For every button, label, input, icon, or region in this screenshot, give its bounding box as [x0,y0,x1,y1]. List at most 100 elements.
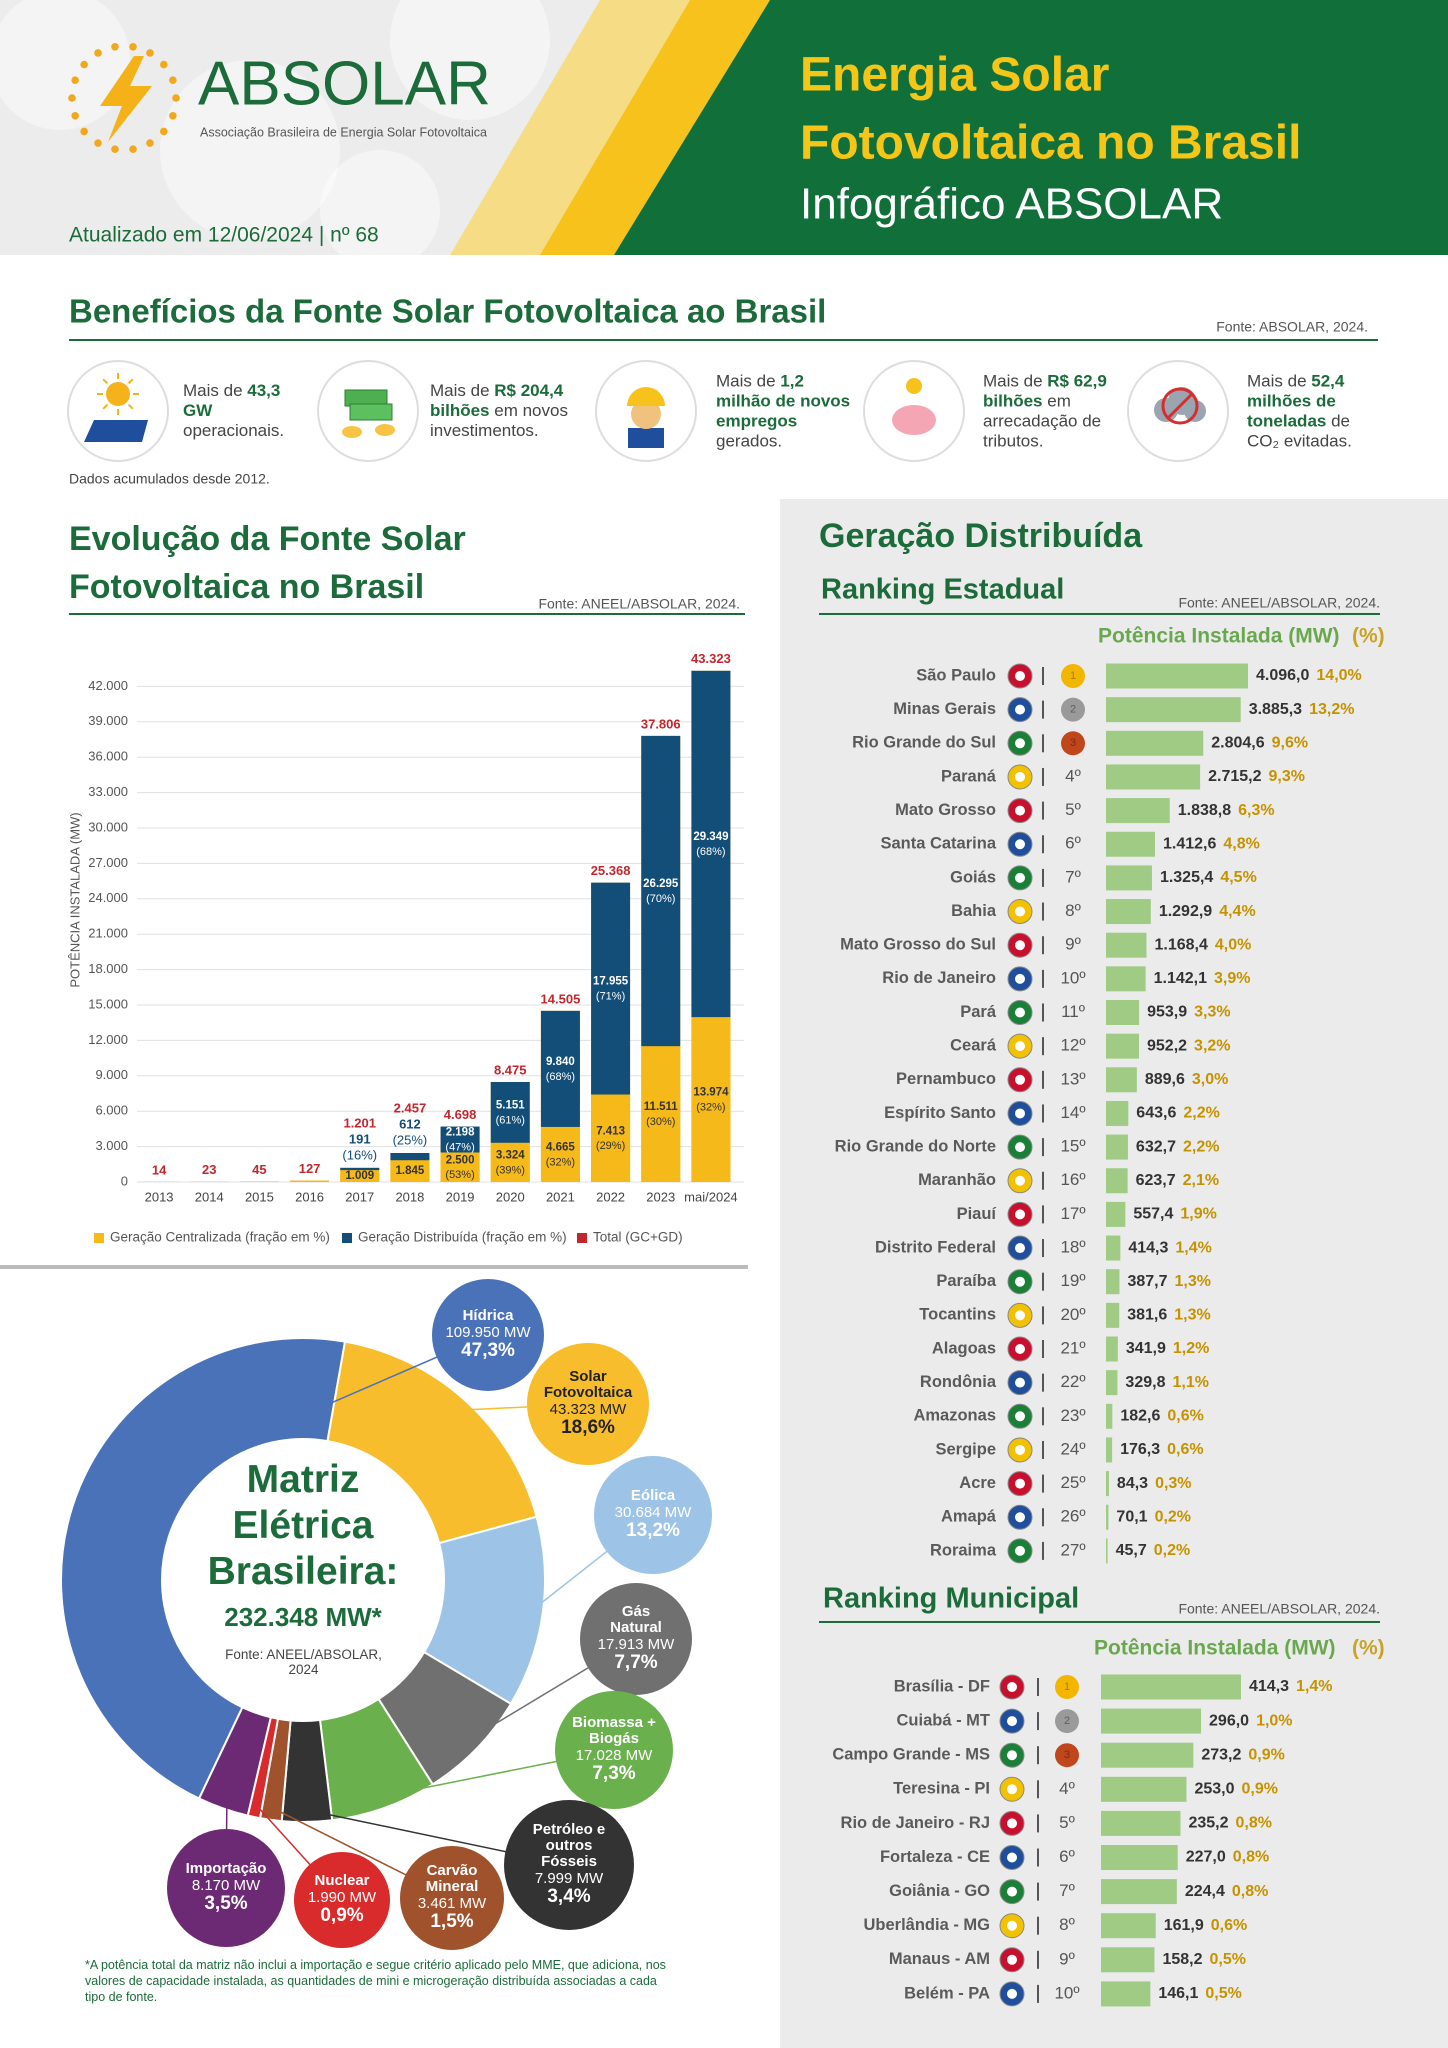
rank-label: 8º [1065,901,1081,920]
icon-ban [1161,387,1199,425]
icon-face [631,399,661,429]
y-axis-label: POTÊNCIA INSTALADA (MW) [67,812,82,987]
header-green [614,0,1448,255]
bar [1106,932,1147,958]
y-tick-label: 33.000 [88,784,128,799]
percent-label: 3,9% [1214,970,1250,987]
flag-icon [1015,1209,1025,1220]
benefit-lead: Mais de [1247,371,1307,391]
x-tick-label: 2013 [145,1189,174,1204]
flag-icon [1015,1478,1025,1489]
percent-label: 1,9% [1180,1206,1216,1223]
bar-share-label: (25%) [393,1132,428,1147]
y-tick-label: 30.000 [88,819,128,834]
bar [1106,1168,1128,1194]
value-label: 253,0 [1194,1781,1234,1798]
value-label: 381,6 [1127,1307,1167,1324]
row-name: Tocantins [919,1306,996,1324]
label-bubble: Petróleo e outros Fósseis 7.999 MW 3,4% [504,1800,634,1930]
percent-label: 14,0% [1316,667,1361,684]
icon-panel [84,420,148,442]
bar [1106,1201,1126,1227]
value-label: 329,8 [1125,1374,1165,1391]
medal [1061,731,1085,756]
value-header: Potência Instalada (MW) [1094,1637,1336,1660]
bar-share-label: (16%) [342,1147,377,1162]
benefit-text: Mais de R$ 204,4 bilhões em novos invest… [430,381,580,441]
value-label: 414,3 [1128,1239,1168,1256]
row-name: Rio Grande do Sul [852,734,996,752]
benefit-highlight: 52,4 milhões de toneladas [1247,371,1345,430]
logo-dot [146,49,154,57]
percent-label: 1,2% [1173,1340,1209,1357]
percent-label: 1,1% [1172,1374,1208,1391]
bar-segment [340,1170,380,1182]
bar-value-label: 1.009 [345,1170,374,1182]
rank-label: 4º [1059,1779,1075,1798]
legend-label: Geração Centralizada (fração em %) [110,1230,330,1245]
benefit-rest: gerados. [716,430,783,450]
x-tick-label: 2017 [345,1189,374,1204]
benefit-rest: em novos investimentos. [430,401,568,440]
bar [1106,1269,1120,1295]
rank-label: 19º [1060,1271,1085,1290]
flag-icon [1015,1545,1025,1556]
source: Fonte: ANEEL/ABSOLAR, 2024. [1178,595,1380,611]
row-name: Bahia [951,902,997,920]
percent-label: 4,5% [1220,869,1256,886]
rank-label: 18º [1060,1238,1085,1257]
bar-segment [691,670,731,1018]
rank-label: 9º [1065,935,1081,954]
row-name: Uberlândia - MG [863,1916,990,1934]
y-tick-label: 18.000 [88,961,128,976]
flag-icon [1015,1411,1025,1422]
medal [1061,664,1085,688]
value-label: 158,2 [1162,1951,1202,1968]
y-tick-label: 24.000 [88,890,128,905]
flag-icon [1015,1377,1025,1388]
flag-icon [1015,1041,1025,1052]
percent-label: 4,8% [1223,835,1259,852]
chart-title: Evolução da Fonte Solar Fotovoltaica no … [69,520,466,606]
rank-label: 20º [1060,1305,1085,1324]
bar-segment [641,1046,681,1182]
icon-ray [102,378,109,385]
flag-icon [1015,839,1025,850]
logo-dot [111,42,119,51]
y-tick-label: 36.000 [88,749,128,764]
rank-label: 5º [1065,800,1081,819]
bar-segment [641,735,681,1047]
row-name: Campo Grande - MS [832,1746,990,1764]
benefit-lead: Mais de [430,381,490,401]
rank-label: 26º [1060,1507,1085,1526]
bar [1106,831,1155,857]
bokeh [160,60,340,240]
rank-label: 6º [1065,834,1081,853]
label-bubble: Biomassa + Biogás 17.028 MW 7,3% [555,1691,673,1809]
bar [1106,1033,1140,1059]
bar-segment [440,1126,480,1153]
bubble-value: 43.323 MW [549,1400,627,1418]
y-tick-label: 42.000 [88,678,128,693]
row-name: Acre [959,1474,996,1492]
rank-label: 21º [1060,1338,1085,1357]
row-name: Pará [960,1003,997,1021]
flag-icon [1015,1175,1025,1186]
value-header: Potência Instalada (MW) [1098,625,1340,648]
icon-helmet [627,387,665,406]
medal [1055,1709,1079,1734]
row-name: Ceará [950,1037,997,1055]
x-tick-label: 2015 [245,1189,274,1204]
value-label: 224,4 [1185,1883,1225,1900]
label-bubble: Solar Fotovoltaica 43.323 MW 18,6% [527,1343,649,1465]
value-label: 2.715,2 [1208,768,1261,785]
bubble-name: Biomassa + Biogás [572,1714,656,1747]
value-label: 273,2 [1201,1746,1241,1763]
logo-dot [71,111,79,120]
bar [1106,899,1151,925]
logo-dot [94,49,102,57]
percent-label: 2,2% [1183,1138,1219,1155]
medal [1055,1675,1079,1699]
benefit-highlight: R$ 62,9 bilhões [983,371,1107,411]
row-name: Alagoas [932,1339,996,1357]
